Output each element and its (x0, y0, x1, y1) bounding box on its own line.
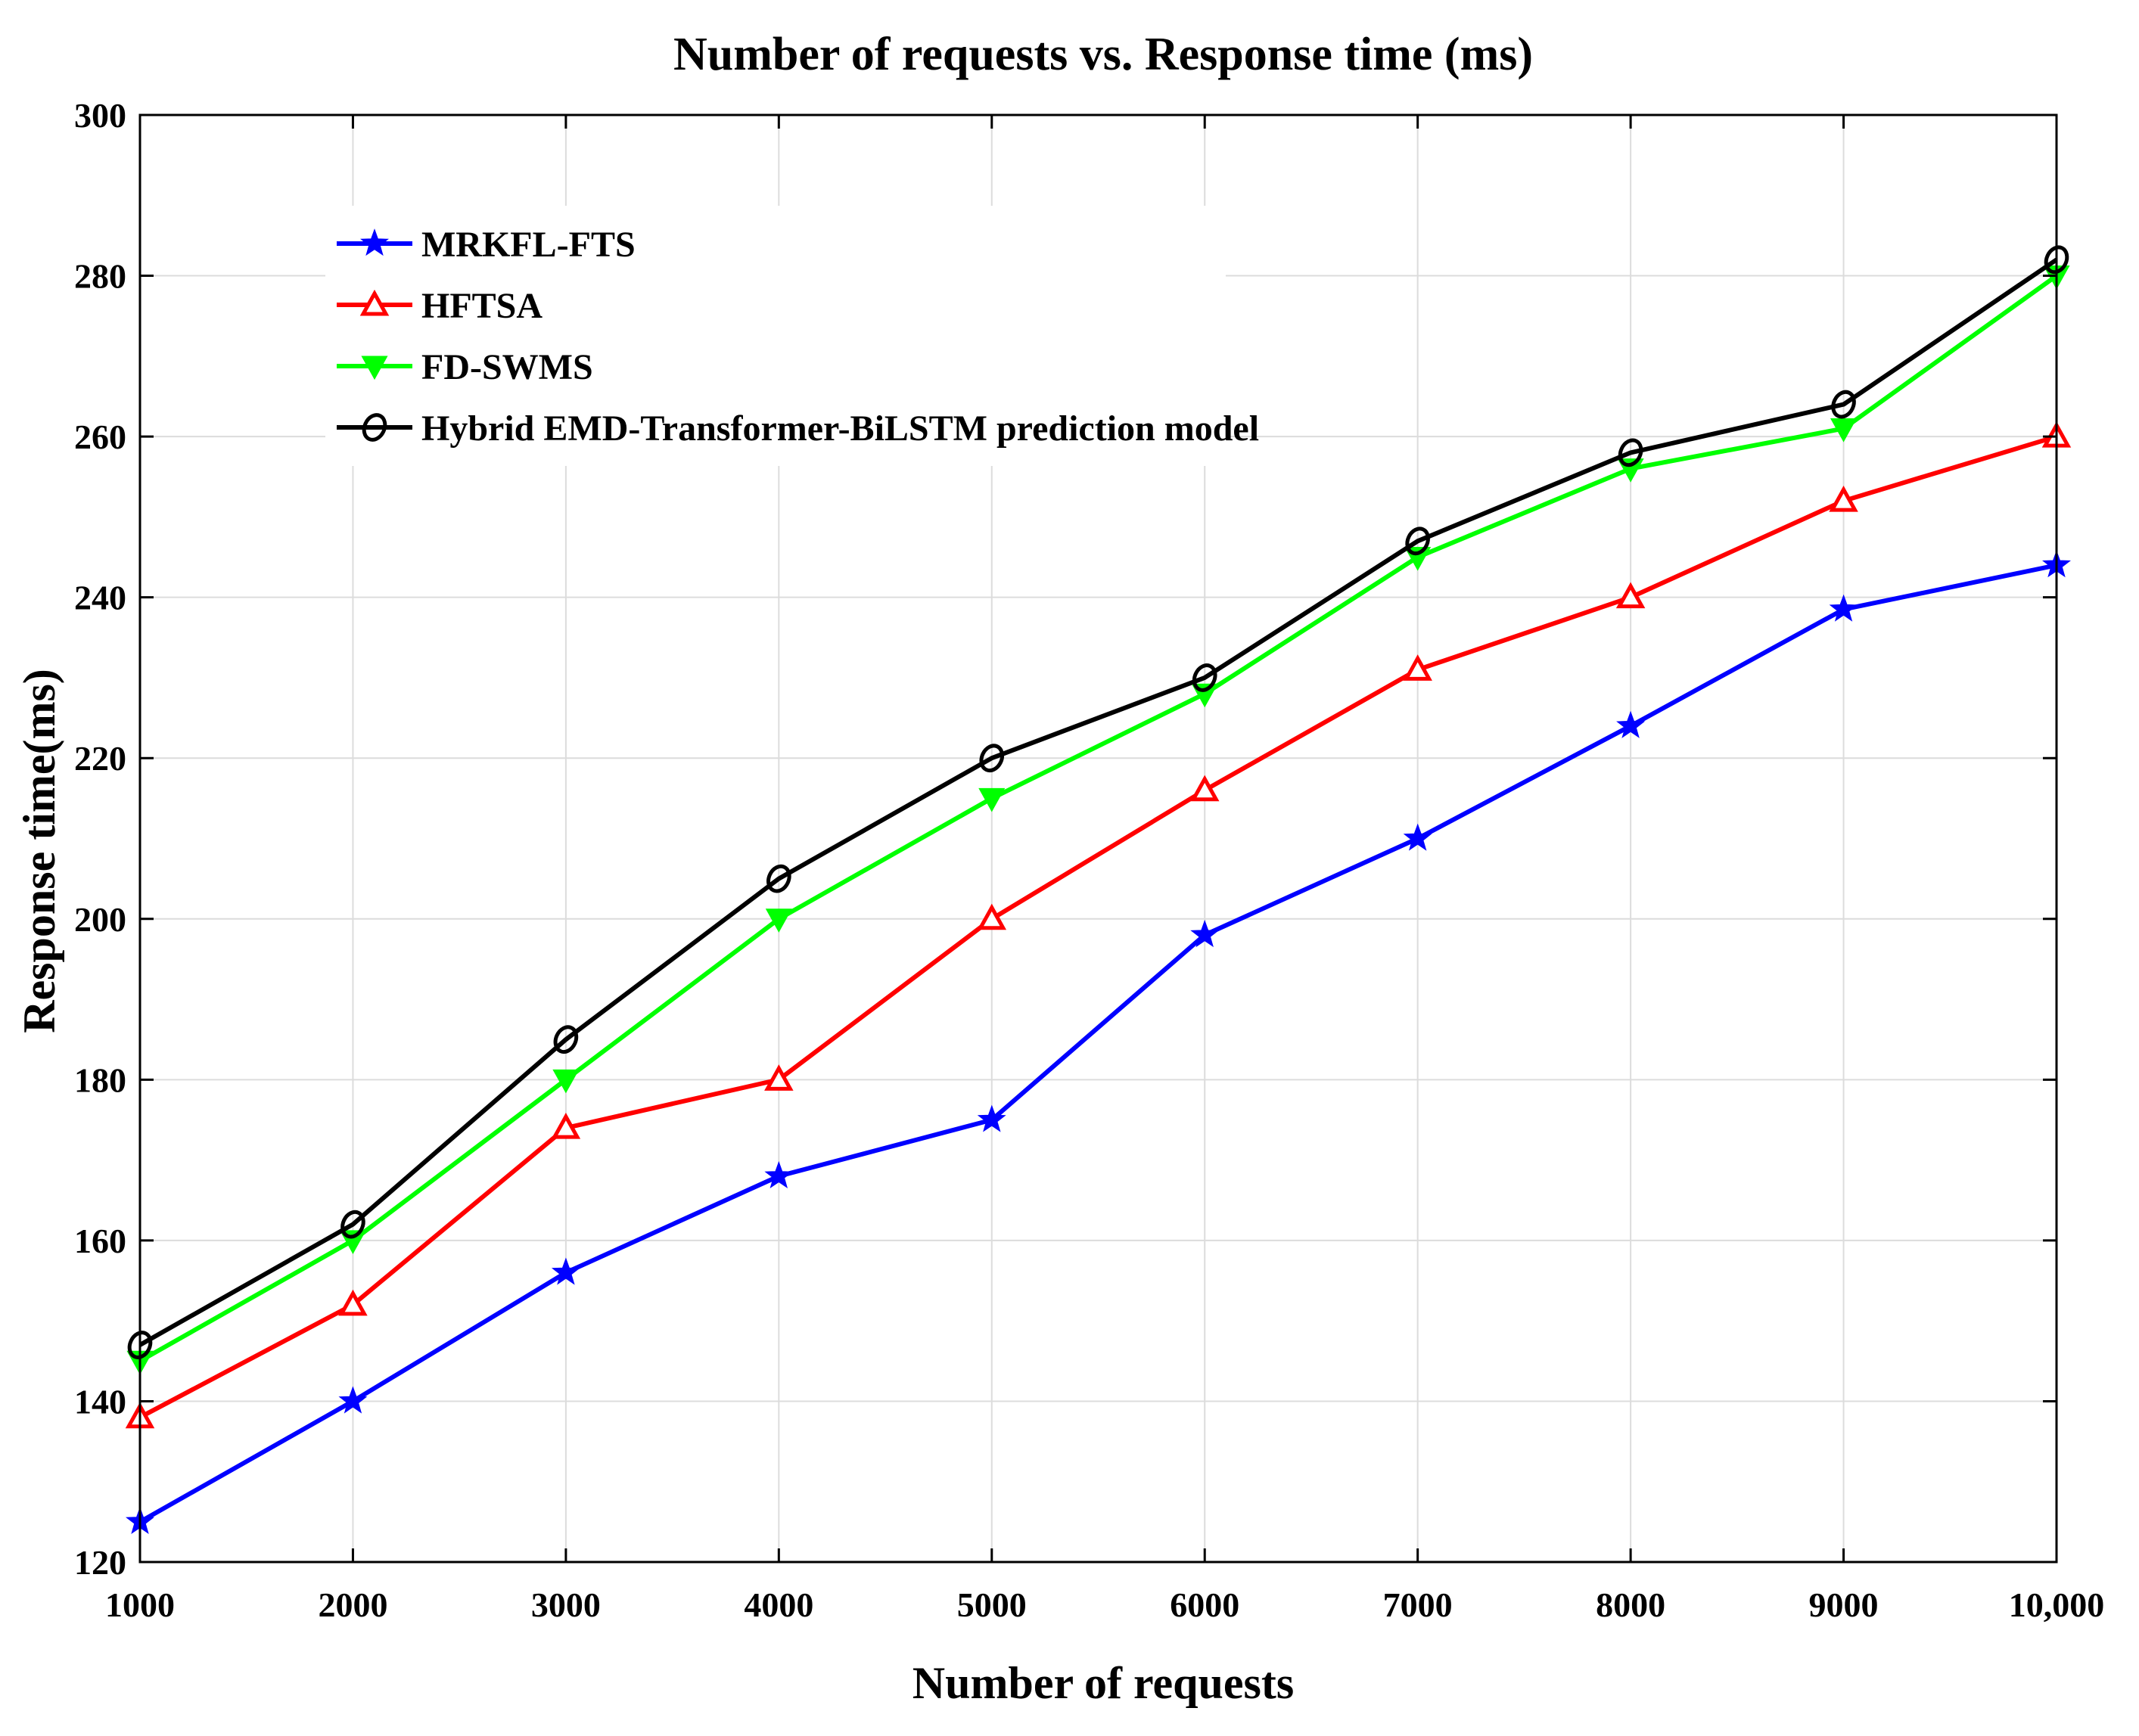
data-point (1830, 418, 1858, 443)
y-tick-label: 260 (74, 418, 126, 456)
data-point (1829, 485, 1858, 512)
plot-frame (138, 113, 2058, 1564)
legend-label: MRKFL-FTS (421, 225, 636, 265)
x-tick-label: 3000 (531, 1585, 601, 1624)
series-mrkfl-fts (126, 550, 2071, 1534)
data-point (553, 1025, 579, 1054)
legend-label: HFTSA (421, 286, 543, 326)
series-line (138, 434, 2057, 1420)
data-point (551, 1257, 580, 1285)
data-point (127, 1331, 153, 1359)
legend: MRKFL-FTS HFTSA FD-SWMS Hybrid EMD-Transfor… (325, 206, 1259, 466)
legend-item: MRKFL-FTS (337, 225, 636, 265)
x-tick-label: 10,000 (2009, 1585, 2105, 1624)
data-point (766, 864, 791, 893)
y-tick-label: 140 (74, 1382, 126, 1421)
data-point (1405, 526, 1430, 556)
x-tick-label: 8000 (1596, 1585, 1665, 1624)
legend-item: Hybrid EMD-Transformer-BiLSTM prediction… (337, 408, 1259, 449)
data-point (764, 1064, 794, 1091)
data-point (1190, 920, 1220, 948)
data-point (978, 787, 1006, 812)
legend-label: FD-SWMS (421, 347, 593, 387)
data-point (1618, 438, 1643, 467)
data-point (977, 903, 1007, 930)
series-line (138, 274, 2058, 1363)
data-point (552, 1069, 580, 1094)
data-point (338, 1289, 368, 1316)
x-tick-label: 5000 (957, 1585, 1027, 1624)
data-point (2044, 245, 2069, 275)
series-hybrid-emd-transformer-bilstm-prediction-model (127, 245, 2069, 1359)
x-tick-label: 1000 (105, 1585, 175, 1624)
y-tick-label: 160 (74, 1222, 126, 1260)
legend-marker (361, 356, 388, 380)
x-axis-label: Number of requests (912, 1658, 1294, 1708)
data-point (1616, 710, 1646, 738)
legend-item: HFTSA (337, 286, 543, 326)
y-tick-label: 240 (74, 579, 126, 617)
y-tick-label: 220 (74, 739, 126, 778)
data-point (1615, 582, 1646, 609)
legend-marker (362, 413, 387, 442)
data-point (1192, 663, 1217, 692)
y-tick-label: 300 (74, 96, 126, 135)
y-tick-label: 180 (74, 1061, 126, 1099)
data-point (1831, 390, 1856, 419)
series-line (138, 257, 2058, 1347)
series-line (138, 563, 2057, 1524)
legend-item: FD-SWMS (337, 347, 593, 387)
legend-box (325, 206, 1226, 466)
x-tick-label: 2000 (318, 1585, 387, 1624)
data-point (765, 908, 792, 933)
data-point (977, 1104, 1006, 1132)
legend-marker (360, 228, 389, 256)
tick-labels: 1000 2000 3000 4000 5000 6000 7000 8000 9000 10,0… (74, 96, 2104, 1624)
data-point (340, 1210, 365, 1239)
y-tick-label: 280 (74, 257, 126, 296)
data-point (979, 744, 1005, 773)
y-tick-label: 120 (74, 1543, 126, 1582)
x-tick-label: 4000 (744, 1585, 813, 1624)
data-point (1829, 594, 1858, 622)
x-tick-label: 9000 (1809, 1585, 1879, 1624)
series-hftsa (125, 421, 2072, 1429)
data-point (764, 1160, 794, 1188)
data-point (1403, 823, 1432, 851)
y-tick-label: 200 (74, 900, 126, 939)
x-tick-label: 6000 (1170, 1585, 1239, 1624)
data-point (338, 1386, 368, 1414)
chart-title: Number of requests vs. Response time (ms… (673, 29, 1533, 80)
legend-marker (359, 289, 390, 316)
x-tick-label: 7000 (1383, 1585, 1453, 1624)
legend-label: Hybrid EMD-Transformer-BiLSTM prediction… (421, 408, 1259, 449)
data-point (551, 1112, 581, 1139)
y-axis-label: Response time(ms) (14, 669, 64, 1033)
data-point (1403, 654, 1432, 681)
data-point (1189, 775, 1220, 802)
